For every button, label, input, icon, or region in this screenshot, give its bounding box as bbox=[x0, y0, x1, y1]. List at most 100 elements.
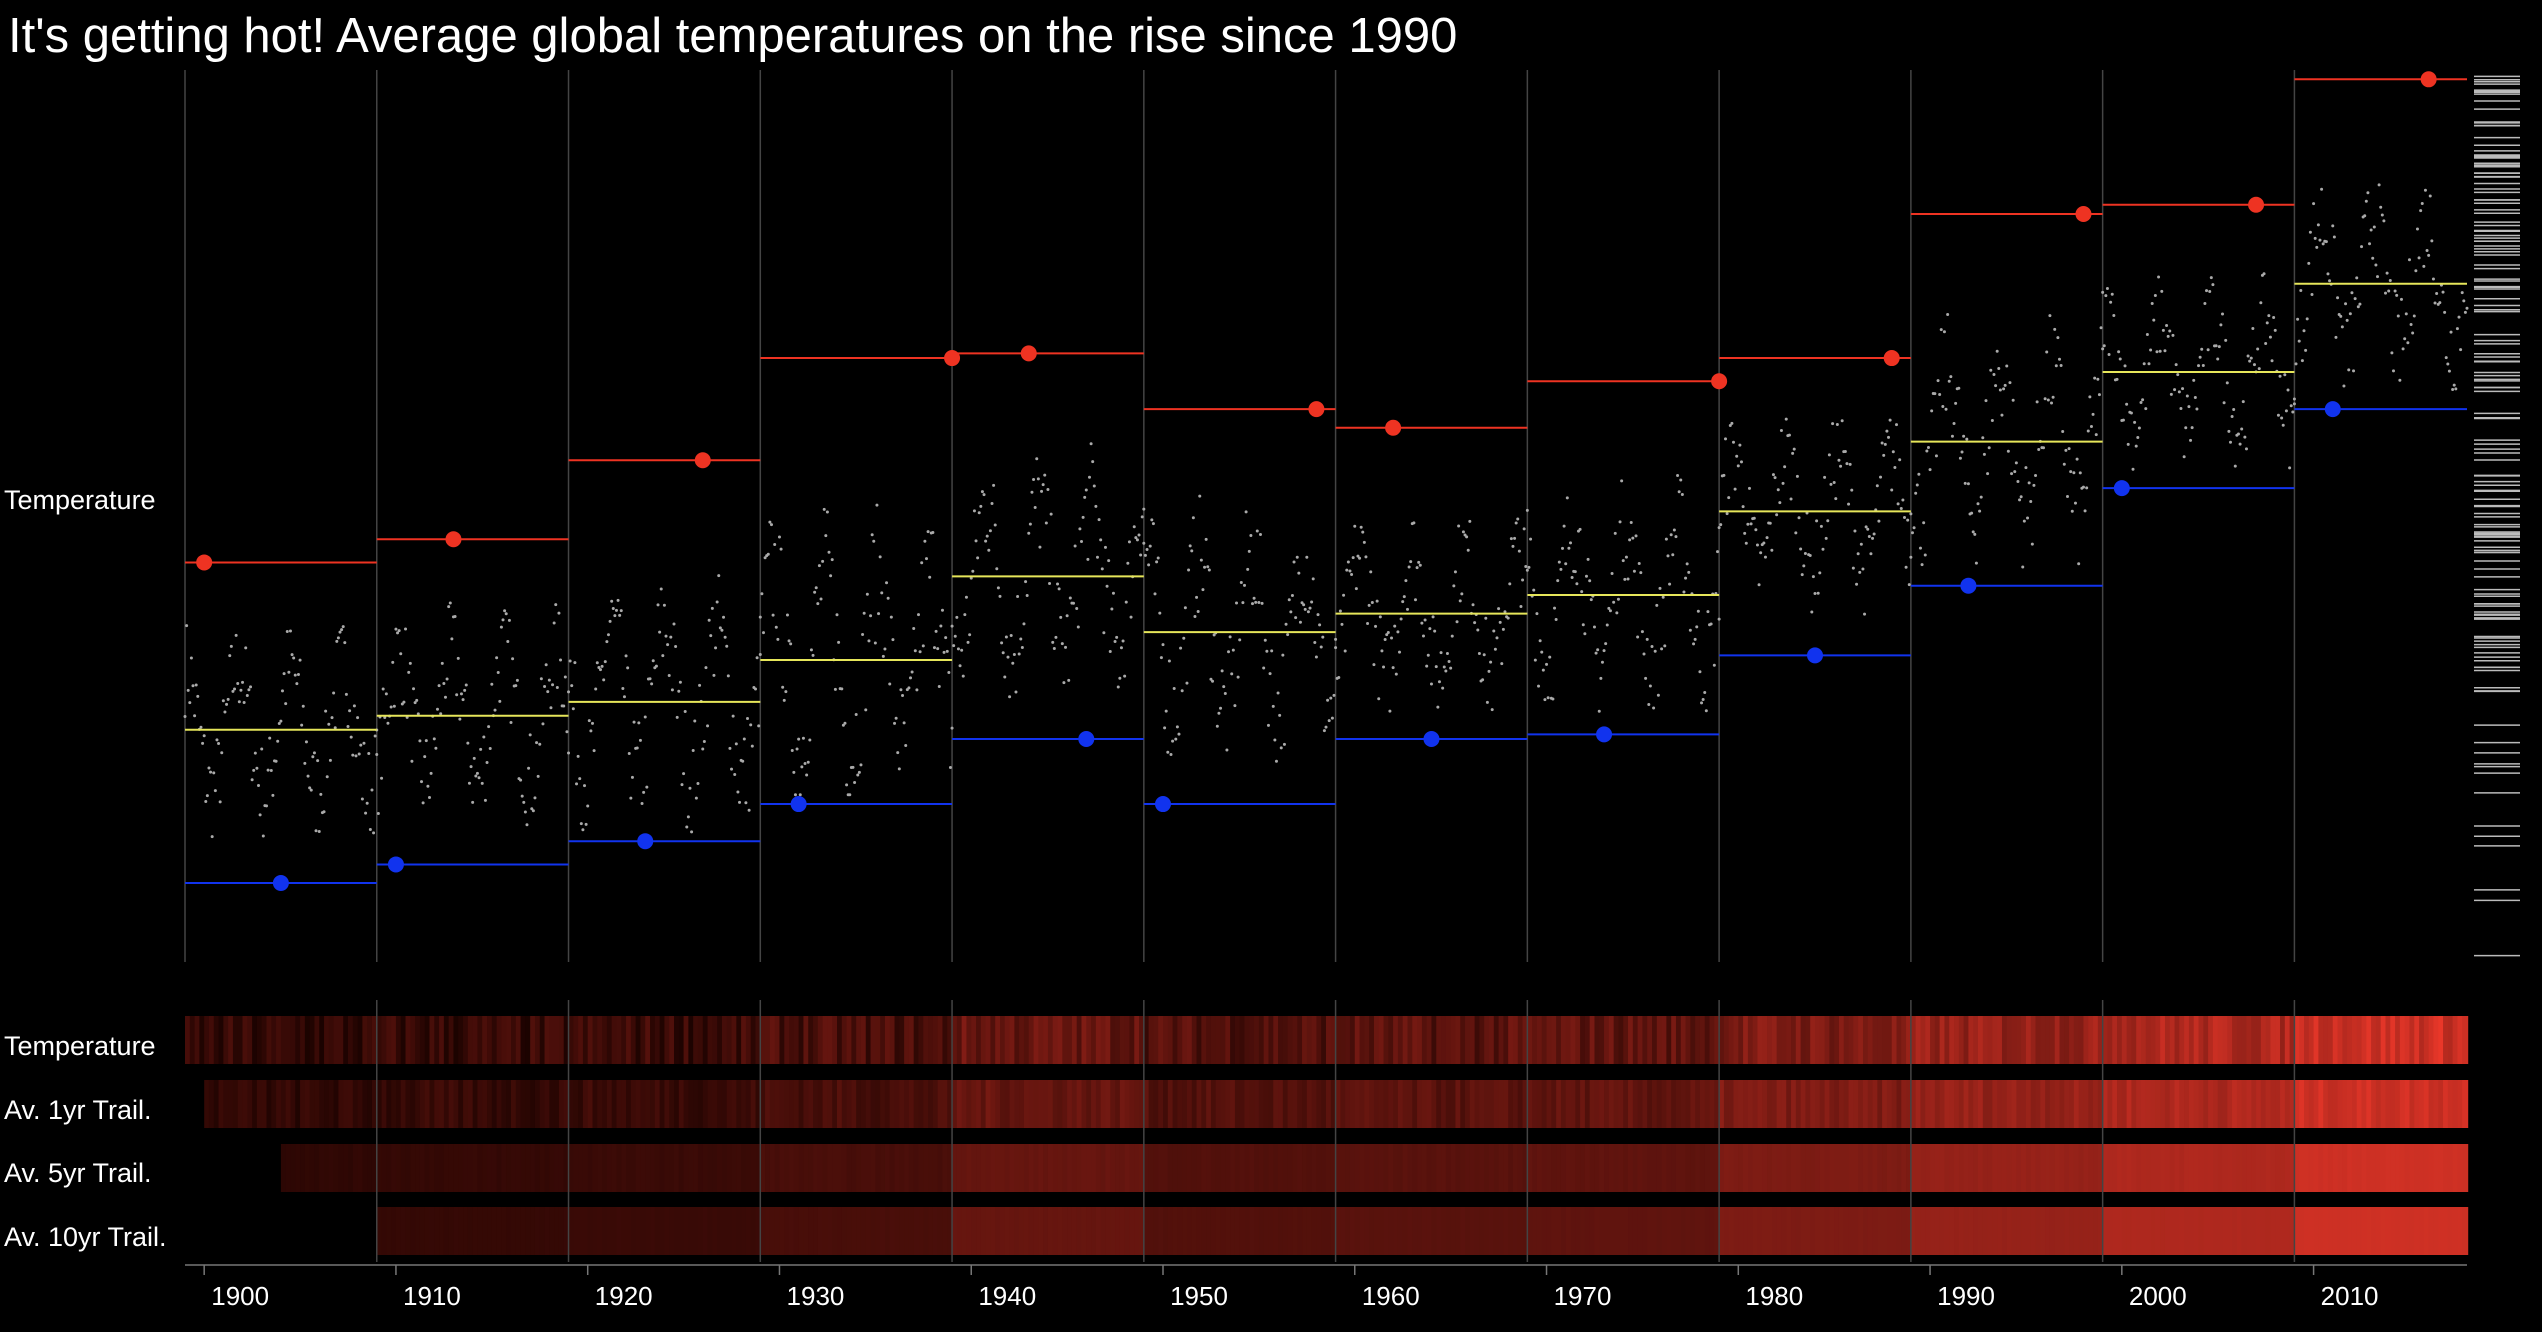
temperature-point bbox=[1668, 582, 1672, 586]
heat-strip-segment bbox=[1191, 1080, 1198, 1128]
temperature-point bbox=[661, 654, 665, 658]
temperature-point bbox=[1658, 586, 1662, 590]
temperature-point bbox=[1525, 568, 1529, 572]
heat-strip-segment bbox=[865, 1016, 872, 1064]
temperature-point bbox=[2075, 457, 2079, 461]
heat-strip-segment bbox=[1738, 1144, 1745, 1192]
heat-strip-segment bbox=[2294, 1080, 2301, 1128]
temperature-point bbox=[1490, 708, 1494, 712]
heat-strip-segment bbox=[1196, 1016, 1203, 1064]
temperature-point bbox=[2447, 369, 2451, 373]
heat-strip-segment bbox=[899, 1080, 906, 1128]
heat-strip-segment bbox=[2160, 1080, 2167, 1128]
temperature-point bbox=[819, 597, 823, 601]
heat-strip-segment bbox=[1067, 1207, 1074, 1255]
temperature-point bbox=[1485, 700, 1489, 704]
temperature-point bbox=[1247, 549, 1251, 553]
temperature-point bbox=[1450, 634, 1454, 638]
temperature-point bbox=[1840, 419, 1844, 423]
heat-strip-segment bbox=[2308, 1144, 2315, 1192]
temperature-point bbox=[1386, 631, 1390, 635]
temperature-point bbox=[2307, 261, 2311, 265]
chart-title: It's getting hot! Average global tempera… bbox=[8, 9, 1458, 63]
temperature-point bbox=[998, 594, 1002, 598]
heat-strip-segment bbox=[1297, 1144, 1304, 1192]
temperature-point bbox=[1324, 725, 1328, 729]
heat-strip-segment bbox=[1469, 1207, 1476, 1255]
heat-strip-segment bbox=[808, 1016, 815, 1064]
heat-strip-segment bbox=[2030, 1144, 2037, 1192]
temperature-point bbox=[2152, 318, 2156, 322]
heat-strip-segment bbox=[2256, 1016, 2263, 1064]
temperature-point bbox=[1263, 638, 1267, 642]
temperature-point bbox=[1674, 535, 1678, 539]
temperature-point bbox=[2104, 294, 2108, 298]
temperature-point bbox=[1139, 553, 1143, 557]
heat-strip-segment bbox=[1958, 1016, 1965, 1064]
heat-strip-segment bbox=[285, 1080, 292, 1128]
temperature-point bbox=[1770, 548, 1774, 552]
heat-strip-segment bbox=[1978, 1016, 1984, 1064]
heat-strip-segment bbox=[1153, 1207, 1160, 1255]
temperature-point bbox=[2452, 383, 2456, 387]
heat-strip-segment bbox=[482, 1016, 489, 1064]
temperature-point bbox=[2251, 327, 2255, 331]
temperature-point bbox=[2200, 347, 2204, 351]
heat-strip-segment bbox=[419, 1016, 426, 1064]
heat-strip-segment bbox=[1527, 1144, 1534, 1192]
heat-strip-segment bbox=[884, 1144, 891, 1192]
heat-strip-segment bbox=[1565, 1144, 1572, 1192]
heat-strip-segment bbox=[985, 1080, 992, 1128]
heat-strip-segment bbox=[1570, 1207, 1577, 1255]
temperature-point bbox=[2270, 359, 2274, 363]
heat-strip-segment bbox=[597, 1016, 604, 1064]
heat-strip-segment bbox=[578, 1080, 585, 1128]
heat-strip-segment bbox=[1019, 1080, 1026, 1128]
temperature-point bbox=[293, 673, 297, 677]
temperature-point bbox=[1733, 487, 1737, 491]
heat-strip-segment bbox=[1536, 1144, 1543, 1192]
heat-strip-segment bbox=[971, 1080, 978, 1128]
heat-strip-segment bbox=[923, 1144, 930, 1192]
temperature-point bbox=[693, 719, 697, 723]
heat-strip-segment bbox=[769, 1016, 776, 1064]
temperature-point bbox=[2030, 542, 2034, 546]
heat-strip-segment bbox=[1460, 1016, 1467, 1064]
heat-strip-segment bbox=[798, 1207, 805, 1255]
heat-strip-segment bbox=[2208, 1207, 2215, 1255]
temperature-point bbox=[1866, 527, 1870, 531]
heat-strip-segment bbox=[774, 1207, 781, 1255]
heat-strip-segment bbox=[626, 1080, 633, 1128]
temperature-point bbox=[754, 687, 757, 691]
heat-strip-segment bbox=[1421, 1144, 1428, 1192]
heat-strip-segment bbox=[741, 1207, 748, 1255]
heat-strip-segment bbox=[1862, 1144, 1869, 1192]
temperature-point bbox=[2326, 272, 2330, 276]
heat-strip-segment bbox=[1498, 1016, 1505, 1064]
temperature-point bbox=[530, 807, 534, 811]
heat-strip-segment bbox=[352, 1016, 359, 1064]
temperature-point bbox=[2428, 194, 2432, 198]
heat-strip-segment bbox=[1450, 1207, 1457, 1255]
temperature-point bbox=[1989, 368, 1993, 372]
temperature-point bbox=[231, 689, 235, 693]
heat-strip-segment bbox=[1474, 1207, 1481, 1255]
decade-max-marker bbox=[2420, 71, 2437, 88]
temperature-point bbox=[1939, 328, 1943, 332]
heat-strip-segment bbox=[568, 1016, 575, 1064]
heat-strip-segment bbox=[1009, 1207, 1016, 1255]
temperature-point bbox=[960, 648, 964, 652]
heat-strip-segment bbox=[2304, 1016, 2310, 1064]
heat-strip-segment bbox=[621, 1144, 628, 1192]
temperature-point bbox=[650, 682, 654, 686]
temperature-point bbox=[608, 619, 612, 623]
temperature-point bbox=[346, 724, 350, 728]
temperature-point bbox=[777, 535, 781, 539]
temperature-point bbox=[598, 668, 602, 672]
temperature-point bbox=[1845, 462, 1849, 466]
heat-strip-segment bbox=[702, 1144, 709, 1192]
heat-strip-segment bbox=[1273, 1016, 1280, 1064]
temperature-point bbox=[229, 644, 233, 648]
heat-strip-segment bbox=[424, 1207, 431, 1255]
temperature-point bbox=[840, 687, 844, 691]
